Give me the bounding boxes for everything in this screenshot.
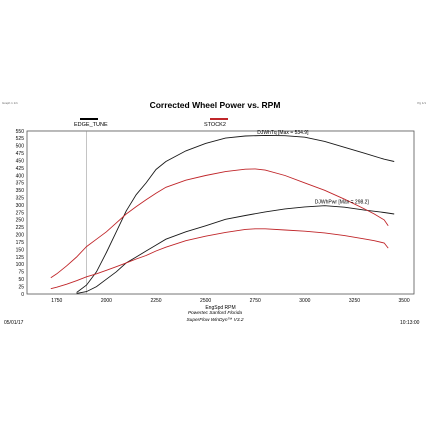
x-tick-label: 2250	[150, 298, 161, 304]
y-tick-label: 75	[18, 270, 24, 276]
series-line-edge-tune-djwhpwr	[76, 205, 395, 294]
y-tick-label: 100	[16, 262, 25, 268]
y-tick-label: 375	[16, 181, 25, 187]
y-tick-label: 300	[16, 203, 25, 209]
x-tick-label: 3500	[399, 298, 410, 304]
y-tick-label: 125	[16, 255, 25, 261]
y-tick-label: 475	[16, 151, 25, 157]
footer-time: 10:13:00	[400, 320, 420, 326]
y-tick-label: 400	[16, 173, 25, 179]
x-tick-label: 2500	[200, 298, 211, 304]
x-tick-label: 3000	[299, 298, 310, 304]
y-tick-label: 175	[16, 240, 25, 246]
y-tick-label: 350	[16, 188, 25, 194]
annotation-label: DJWhTq [Max = 534.9]	[257, 130, 309, 136]
y-tick-label: 200	[16, 233, 25, 239]
legend-label: EDGE_TUNE	[74, 122, 108, 128]
annotation-layer: DJWhTq [Max = 534.9] DJWhPwr [Max = 298.2…	[257, 130, 369, 205]
x-axis-label: EngSpd RPM	[205, 305, 235, 311]
y-tick-label: 275	[16, 210, 25, 216]
y-tick-label: 50	[18, 277, 24, 283]
y-tick-label: 425	[16, 166, 25, 172]
series-layer	[50, 134, 395, 294]
y-tick-label: 250	[16, 218, 25, 224]
y-tick-label: 325	[16, 195, 25, 201]
footer-date: 05/01/17	[4, 320, 24, 326]
corner-label-left: Graph 1 1/1	[2, 101, 18, 105]
series-line-edge-tune-djwhtq	[76, 134, 395, 293]
y-tick-label: 500	[16, 144, 25, 150]
x-tick-label: 2750	[250, 298, 261, 304]
x-tick-label: 2000	[101, 298, 112, 304]
legend-layer: EDGE_TUNE STOCK2	[74, 118, 228, 128]
axis-layer: 0255075100125150175200225250275300325350…	[16, 129, 415, 311]
footer-shop-name: Powertec Sanford Florida	[187, 311, 243, 316]
y-tick-label: 150	[16, 247, 25, 253]
x-tick-label: 3250	[349, 298, 360, 304]
chart-title: Corrected Wheel Power vs. RPM	[149, 100, 281, 110]
annotation-label: DJWhPwr [Max = 298.2]	[315, 199, 370, 205]
y-tick-label: 550	[16, 129, 25, 135]
y-tick-label: 0	[21, 292, 24, 298]
corner-label-right: Pg 1/1	[417, 101, 426, 105]
y-tick-label: 450	[16, 158, 25, 164]
footer-software: SuperFlow WinDyn™ V3.2	[186, 318, 244, 323]
series-line-stock2-djwhpwr	[50, 228, 389, 290]
y-tick-label: 225	[16, 225, 25, 231]
x-tick-label: 1750	[51, 298, 62, 304]
y-tick-label: 25	[18, 284, 24, 290]
legend-label: STOCK2	[204, 122, 226, 128]
y-tick-label: 525	[16, 136, 25, 142]
plot-frame	[26, 130, 415, 295]
series-line-stock2-djwhtq	[50, 168, 389, 279]
